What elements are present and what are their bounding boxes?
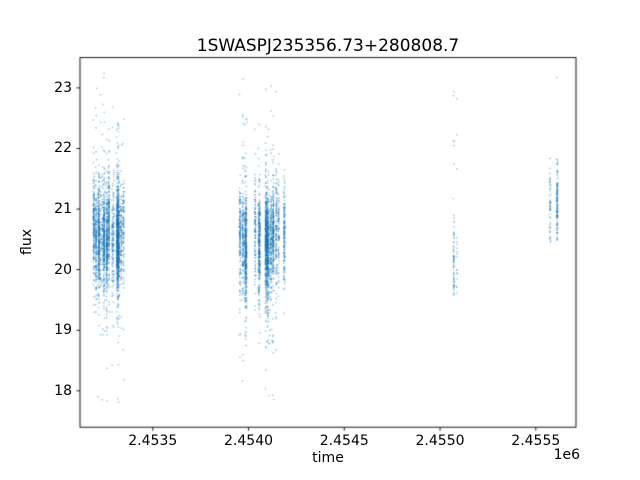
x-tick-label-1: 2.4540 — [224, 433, 274, 449]
y-tick-label-3: 21 — [54, 201, 72, 218]
y-tick-label-1: 19 — [54, 322, 72, 339]
y-axis-label: flux — [19, 229, 35, 255]
chart-title: 1SWASPJ235356.73+280808.7 — [196, 36, 460, 56]
x-tick-label-0: 2.4535 — [128, 433, 178, 449]
y-tick-label-4: 22 — [54, 140, 72, 157]
x-tick-label-4: 2.4555 — [511, 433, 561, 449]
x-tick-label-2: 2.4545 — [319, 433, 369, 449]
y-tick-label-5: 23 — [54, 79, 72, 96]
x-tick-label-3: 2.4550 — [415, 433, 465, 449]
x-axis-offset-text: 1e6 — [553, 447, 580, 463]
y-tick-label-2: 20 — [54, 261, 72, 278]
x-axis-label: time — [312, 450, 344, 466]
y-tick-label-0: 18 — [54, 382, 72, 399]
